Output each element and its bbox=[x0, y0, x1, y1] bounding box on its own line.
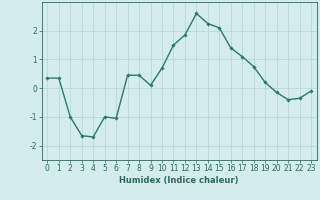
X-axis label: Humidex (Indice chaleur): Humidex (Indice chaleur) bbox=[119, 176, 239, 185]
